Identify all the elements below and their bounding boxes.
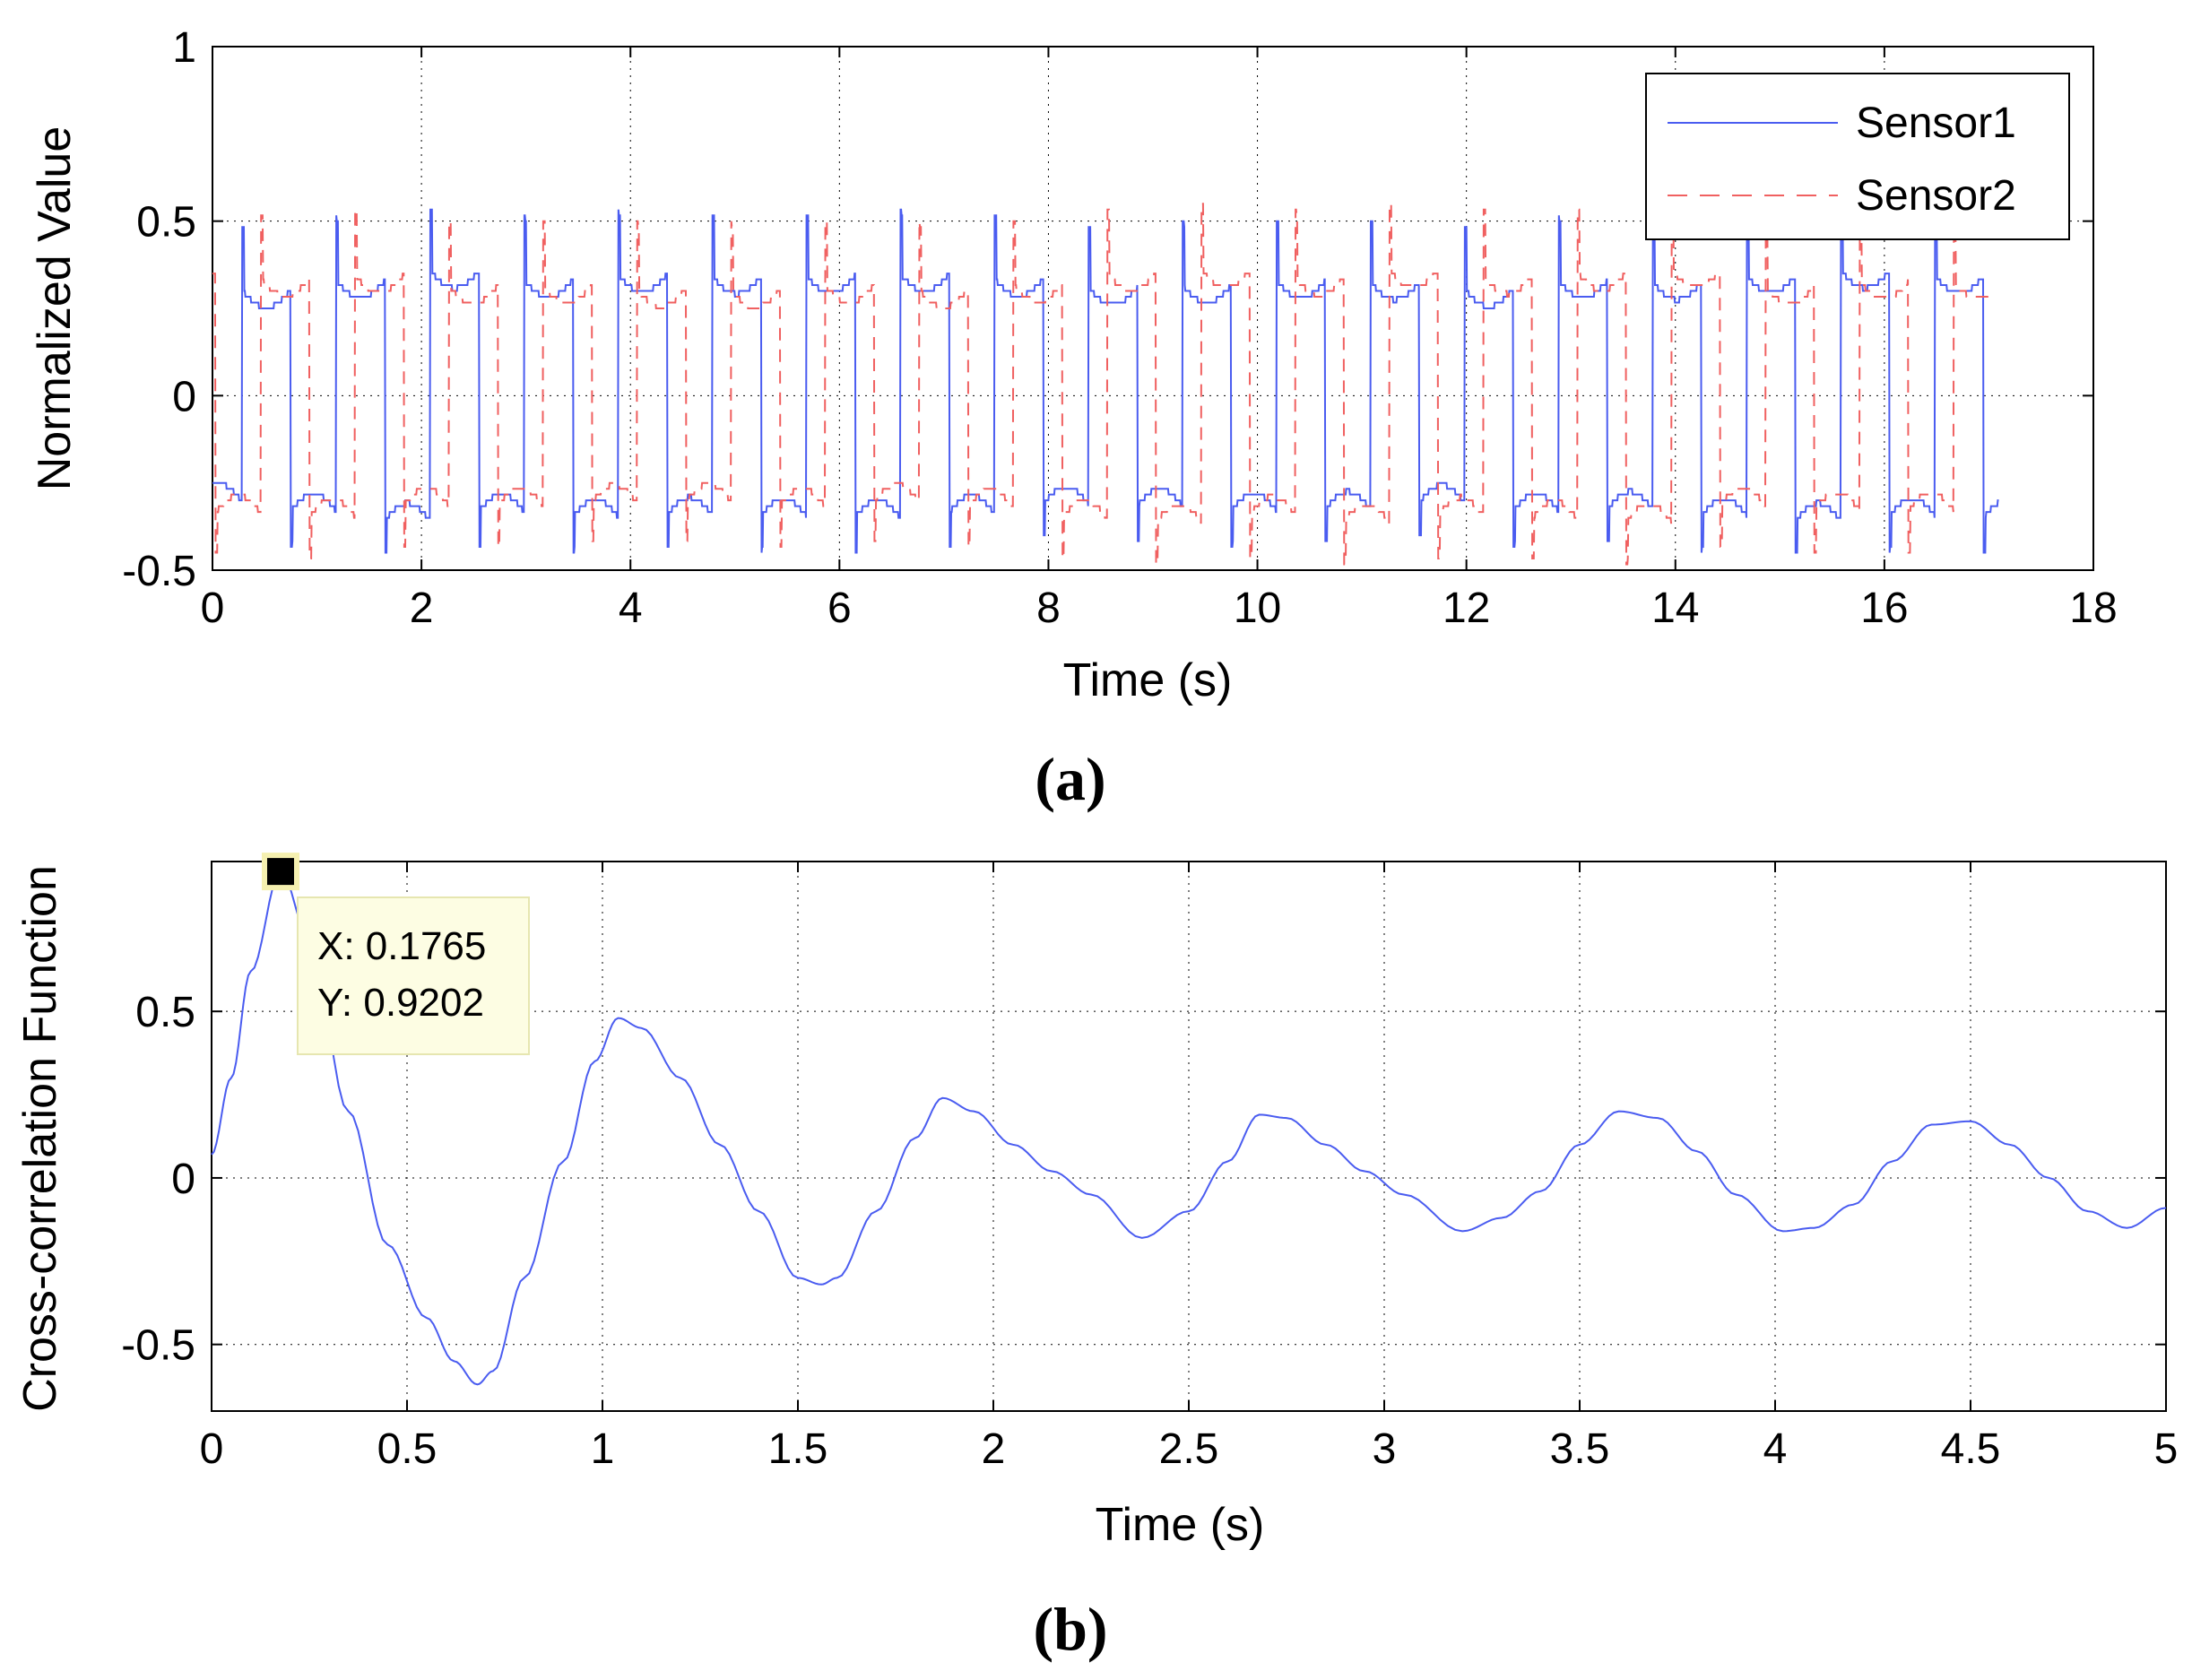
datatip-marker[interactable] (262, 853, 299, 891)
x-tick-label: 10 (1234, 585, 1281, 632)
x-tick-label: 0 (201, 585, 225, 632)
x-tick-label: 14 (1651, 585, 1699, 632)
panel-b-caption: (b) (1033, 1595, 1107, 1663)
panel-a: 0 2 4 6 8 10 12 14 16 18-0.500.51 Normalized Valu… (29, 24, 2118, 813)
x-tick-label: 1 (591, 1425, 615, 1473)
x-tick-label: 3.5 (1550, 1425, 1610, 1473)
panel-b: 0 0.5 1 1.5 2 2.5 3 3.5 4 4.5 5 -0.5 0 0.5 Cross-corr… (14, 853, 2179, 1663)
datatip-box (297, 896, 530, 1055)
x-tick-label: 12 (1443, 585, 1490, 632)
series-line-sensor1 (212, 208, 1999, 554)
y-tick-label: 0 (171, 1156, 195, 1203)
y-tick-label: 1 (172, 24, 196, 72)
series-line-sensor2 (212, 203, 1988, 566)
legend-label-sensor2: Sensor2 (1856, 172, 2016, 220)
panel-a-caption: (a) (1035, 745, 1105, 813)
x-tick-label: 2 (410, 585, 434, 632)
y-tick-label: -0.5 (121, 1322, 195, 1370)
panel-b-ylabel: Cross-correlation Function (14, 865, 66, 1412)
x-tick-label: 16 (1860, 585, 1908, 632)
x-tick-label: 0 (200, 1425, 224, 1473)
legend-label-sensor1: Sensor1 (1856, 100, 2016, 147)
x-tick-label: 4 (1763, 1425, 1788, 1473)
y-tick-label: -0.5 (122, 548, 196, 595)
x-tick-label: 1.5 (768, 1425, 828, 1473)
datatip-x-label: X: 0.1765 (317, 924, 486, 968)
x-tick-label: 4 (619, 585, 643, 632)
panel-b-xlabel: Time (s) (1096, 1499, 1265, 1551)
datatip-y-label: Y: 0.9202 (317, 981, 484, 1025)
series-line-cross-correlation (211, 870, 2167, 1386)
x-tick-label: 18 (2069, 585, 2117, 632)
x-tick-label: 5 (2154, 1425, 2179, 1473)
x-tick-label: 6 (827, 585, 852, 632)
panel-a-ylabel: Normalized Value (29, 126, 81, 491)
panel-a-xlabel: Time (s) (1063, 654, 1233, 706)
datatip[interactable]: X: 0.1765 Y: 0.9202 (262, 853, 530, 1055)
x-tick-label: 2 (982, 1425, 1006, 1473)
y-tick-label: 0 (172, 373, 196, 420)
x-tick-label: 3 (1373, 1425, 1397, 1473)
y-tick-label: 0.5 (135, 989, 195, 1036)
x-tick-label: 0.5 (377, 1425, 438, 1473)
x-tick-label: 8 (1036, 585, 1061, 632)
y-tick-label: 0.5 (136, 199, 196, 247)
x-tick-label: 4.5 (1941, 1425, 2001, 1473)
x-tick-label: 2.5 (1159, 1425, 1219, 1473)
legend: Sensor1 Sensor2 (1645, 73, 2070, 240)
